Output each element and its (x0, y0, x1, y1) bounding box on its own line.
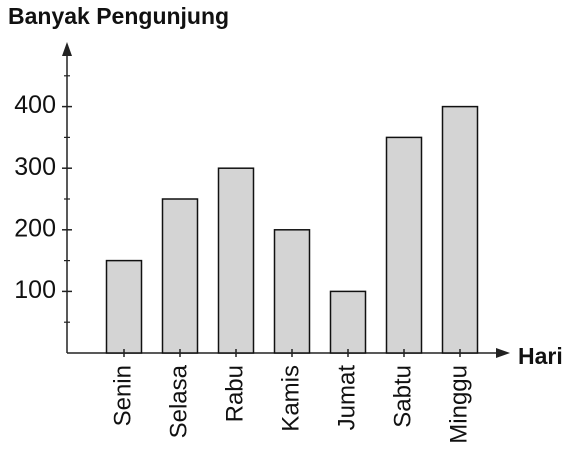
x-tick-label: Kamis (277, 365, 304, 432)
bar (105, 259, 143, 354)
x-tick-label: Minggu (445, 365, 472, 444)
y-axis-arrow (62, 42, 72, 56)
bar (273, 229, 311, 354)
bar (217, 167, 255, 354)
bar (329, 290, 367, 354)
y-axis-label: Banyak Pengunjung (8, 3, 229, 29)
x-tick-label: Senin (109, 365, 136, 426)
bar (385, 136, 423, 354)
y-tick-label: 100 (14, 276, 56, 304)
x-tick-label: Jumat (333, 365, 360, 431)
x-axis-label: Hari (518, 343, 563, 369)
y-tick-label: 300 (14, 153, 56, 181)
bar (161, 198, 199, 354)
x-axis-arrow (496, 348, 510, 358)
bar (441, 105, 479, 354)
x-tick-label: Sabtu (389, 365, 416, 428)
x-tick-label: Rabu (221, 365, 248, 422)
y-tick-label: 400 (14, 91, 56, 119)
y-tick-label: 200 (14, 214, 56, 242)
x-tick-label: Selasa (165, 364, 192, 438)
